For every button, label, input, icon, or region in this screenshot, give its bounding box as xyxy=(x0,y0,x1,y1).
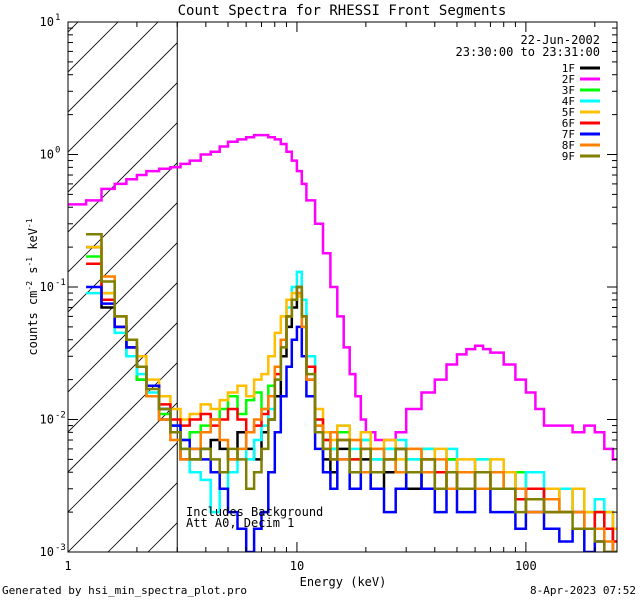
x-axis-label: Energy (keV) xyxy=(300,575,387,589)
atten-note: Att A0, Decim 1 xyxy=(186,516,294,530)
y-tick-exponent: 1 xyxy=(55,13,60,23)
legend-label-3F: 3F xyxy=(562,84,575,97)
legend-label-9F: 9F xyxy=(562,150,575,163)
hatch-line xyxy=(68,162,177,273)
y-tick-label: 10 xyxy=(40,148,54,162)
footer-date: 8-Apr-2023 07:52 xyxy=(530,584,636,597)
y-tick-exponent: -3 xyxy=(55,543,66,553)
y-tick-label: 10 xyxy=(40,545,54,559)
hatch-line xyxy=(68,402,177,513)
hatch-line xyxy=(107,482,177,552)
x-tick-label: 100 xyxy=(515,559,537,573)
series-line-7F xyxy=(86,285,617,552)
hatch-line xyxy=(68,362,177,473)
series-line-8F xyxy=(86,233,617,552)
y-tick-exponent: -1 xyxy=(55,278,66,288)
hatch-line xyxy=(468,0,640,552)
hatch-line xyxy=(348,0,640,552)
date-annotation: 22-Jun-2002 xyxy=(521,33,600,47)
series-line-9F xyxy=(86,233,617,552)
hatch-line xyxy=(428,0,640,552)
y-axis-label: counts cm-2 s-1 keV-1 xyxy=(25,218,40,355)
series-line-2F xyxy=(68,133,617,461)
y-tick-exponent: 0 xyxy=(55,146,60,156)
footer-generated: Generated by hsi_min_spectra_plot.pro xyxy=(2,584,247,597)
chart-title: Count Spectra for RHESSI Front Segments xyxy=(178,3,507,19)
legend-label-6F: 6F xyxy=(562,117,575,130)
hatch-line xyxy=(68,242,177,353)
hatch-line xyxy=(68,22,79,33)
hatch-line xyxy=(628,0,640,552)
series-line-1F xyxy=(86,245,617,552)
hatch-line xyxy=(68,42,177,153)
y-tick-exponent: -2 xyxy=(55,411,66,421)
y-tick-label: 10 xyxy=(40,413,54,427)
series-line-5F xyxy=(86,245,617,530)
legend-label-1F: 1F xyxy=(562,62,575,75)
legend-label-8F: 8F xyxy=(562,139,575,152)
x-tick-label: 10 xyxy=(290,559,304,573)
legend-label-2F: 2F xyxy=(562,73,575,86)
x-tick-label: 1 xyxy=(64,559,71,573)
hatch-line xyxy=(388,0,640,552)
excluded-region-hatch xyxy=(0,0,640,552)
legend-label-4F: 4F xyxy=(562,95,575,108)
hatch-line xyxy=(68,202,177,313)
legend-label-5F: 5F xyxy=(562,106,575,119)
hatch-line xyxy=(588,0,640,552)
hatch-line xyxy=(0,0,108,552)
y-tick-label: 10 xyxy=(40,280,54,294)
time-range-annotation: 23:30:00 to 23:31:00 xyxy=(456,45,601,59)
series-line-4F xyxy=(86,270,617,530)
y-tick-label: 10 xyxy=(40,15,54,29)
background-note: Includes Background xyxy=(186,505,323,519)
hatch-line xyxy=(68,22,159,113)
hatch-line xyxy=(68,282,177,393)
hatch-line xyxy=(68,442,177,552)
hatch-line xyxy=(68,22,119,73)
legend-label-7F: 7F xyxy=(562,128,575,141)
